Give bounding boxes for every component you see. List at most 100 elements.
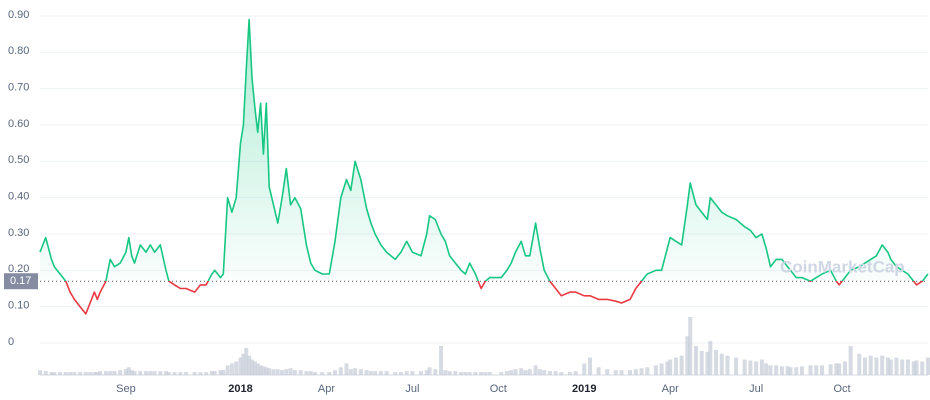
y-tick-label: 0.70 xyxy=(8,82,29,94)
volume-bar xyxy=(828,364,833,375)
volume-bar xyxy=(874,357,879,375)
volume-bar xyxy=(103,371,108,375)
y-tick-label: 0.90 xyxy=(8,9,29,21)
volume-bar xyxy=(271,369,276,375)
volume-bar xyxy=(880,355,885,375)
volume-bar xyxy=(292,370,297,375)
volume-bar xyxy=(267,368,272,375)
volume-bar xyxy=(138,371,143,375)
volume-bar xyxy=(255,363,260,375)
volume-bar xyxy=(688,317,693,375)
volume-bar xyxy=(799,366,804,375)
y-tick-label: 0.10 xyxy=(8,300,29,312)
volume-bar xyxy=(537,369,542,375)
volume-bar xyxy=(252,361,257,375)
volume-bar xyxy=(225,365,230,375)
volume-bar xyxy=(38,370,42,375)
volume-bar xyxy=(559,372,564,375)
volume-bar xyxy=(734,357,739,375)
x-tick-label: 2018 xyxy=(228,383,252,395)
volume-bar xyxy=(344,363,349,375)
volume-bar xyxy=(748,360,753,375)
volume-bar xyxy=(404,371,409,375)
volume-bar xyxy=(378,371,383,375)
volume-bar xyxy=(467,372,472,375)
volume-bar xyxy=(659,363,664,375)
volume-bar xyxy=(398,372,403,375)
volume-bar xyxy=(427,367,432,375)
volume-bar xyxy=(126,367,131,375)
volume-bar xyxy=(353,368,358,375)
volume-bar xyxy=(72,372,77,375)
volume-bar xyxy=(814,365,819,375)
baseline-label: 0.17 xyxy=(10,275,31,287)
volume-bar xyxy=(280,370,285,375)
volume-bar xyxy=(911,361,916,375)
volume-bar xyxy=(418,371,423,375)
volume-bar xyxy=(463,372,468,375)
volume-bar xyxy=(166,372,171,375)
volume-bar xyxy=(665,361,670,375)
volume-bar xyxy=(198,372,203,375)
volume-bar xyxy=(410,371,415,375)
volume-bar xyxy=(249,359,254,375)
volume-bar xyxy=(742,359,747,375)
volume-bar xyxy=(519,368,524,375)
volume-bar xyxy=(88,372,93,375)
volume-bar xyxy=(779,366,784,375)
y-tick-label: 0.40 xyxy=(8,191,29,203)
x-tick-label: Apr xyxy=(662,383,679,395)
volume-bar xyxy=(513,369,518,375)
volume-bar xyxy=(685,336,690,375)
volume-bar xyxy=(487,372,492,375)
y-tick-label: 0.30 xyxy=(8,227,29,239)
volume-bar xyxy=(473,372,478,375)
volume-bar xyxy=(509,370,514,375)
volume-bar xyxy=(92,372,97,375)
volume-bar xyxy=(164,371,169,375)
volume-bar xyxy=(573,371,578,375)
volume-bar xyxy=(619,370,624,375)
volume-bar xyxy=(52,372,57,375)
volume-bar xyxy=(118,370,123,375)
volume-bar xyxy=(221,370,226,375)
volume-bar xyxy=(148,371,153,375)
volume-bar xyxy=(523,370,528,375)
volume-bar xyxy=(914,360,919,375)
volume-bar xyxy=(527,369,532,375)
volume-bar xyxy=(373,371,378,375)
baseline-badge xyxy=(4,273,38,290)
volume-bar xyxy=(499,372,504,375)
volume-bar xyxy=(261,366,266,375)
volume-bar xyxy=(774,365,779,375)
volume-bar xyxy=(862,357,867,375)
volume-bar xyxy=(553,371,558,375)
volume-bar xyxy=(888,359,893,375)
volume-bar xyxy=(308,371,313,375)
volume-bar xyxy=(504,371,509,375)
volume-bar xyxy=(645,367,650,375)
volume-bar xyxy=(443,370,448,375)
volume-bar xyxy=(247,355,252,375)
price-area xyxy=(40,19,928,282)
volume-bar xyxy=(842,361,847,375)
volume-bar xyxy=(693,346,698,375)
volume-bar xyxy=(384,371,389,375)
volume-bar xyxy=(542,370,547,375)
volume-bar xyxy=(447,371,452,375)
watermark: CoinMarketCap xyxy=(780,257,905,276)
volume-bar xyxy=(820,365,825,375)
volume-bar xyxy=(229,363,234,375)
volume-bar xyxy=(209,371,214,375)
volume-bar xyxy=(288,368,293,375)
x-tick-label: 2019 xyxy=(572,383,596,395)
volume-bar xyxy=(639,368,644,375)
volume-bar xyxy=(304,371,309,375)
volume-bar xyxy=(43,371,48,375)
volume-bar xyxy=(152,371,157,375)
volume-bar xyxy=(533,365,538,375)
y-tick-label: 0 xyxy=(8,336,14,348)
volume-bar xyxy=(238,357,243,375)
volume-bar xyxy=(327,372,332,375)
